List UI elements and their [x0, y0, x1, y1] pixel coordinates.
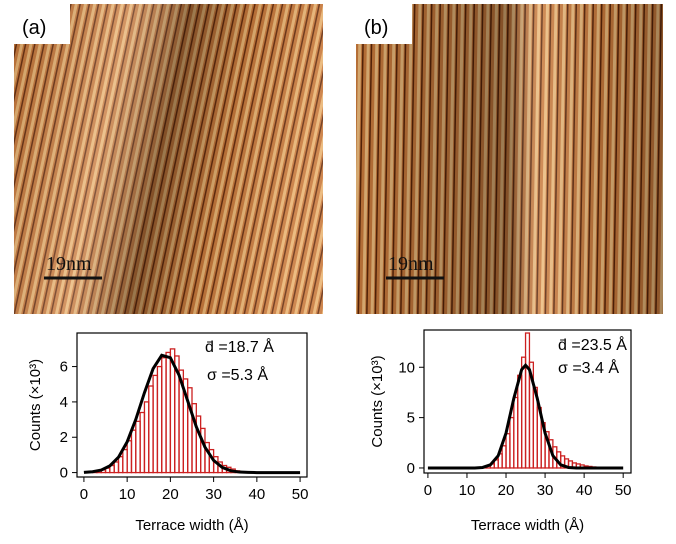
x-tick-label: 10 [459, 482, 476, 499]
panel-label: (a) [22, 17, 46, 39]
x-tick-label: 30 [537, 482, 554, 499]
x-tick-label: 10 [119, 486, 136, 503]
x-axis-label: Terrace width (Å) [135, 517, 248, 534]
x-tick-label: 50 [292, 486, 309, 503]
x-tick-label: 40 [249, 486, 266, 503]
x-tick-label: 30 [205, 486, 222, 503]
plot-frame [76, 332, 308, 478]
y-tick-label: 10 [398, 359, 415, 376]
x-tick-label: 40 [576, 482, 593, 499]
y-tick-label: 2 [60, 429, 68, 446]
x-tick-label: 0 [80, 486, 88, 503]
stm-image-a: (a) 19nm [14, 4, 323, 314]
annotation: d̄ =23.5 Å [558, 335, 627, 354]
y-tick-label: 0 [60, 465, 68, 482]
fit-curve [83, 353, 301, 475]
plot-frame [423, 329, 632, 474]
x-tick-label: 50 [615, 482, 632, 499]
y-tick-label: 4 [60, 394, 68, 411]
y-axis-label: Counts (×10³) [369, 355, 386, 447]
x-tick-label: 20 [498, 482, 515, 499]
stm-image-b: (b) 19nm [356, 4, 663, 314]
x-tick-label: 0 [424, 482, 432, 499]
y-tick-label: 6 [60, 359, 68, 376]
scale-bar-label: 19nm [46, 253, 92, 275]
annotation: σ =3.4 Å [558, 358, 619, 377]
panel-label: (b) [364, 17, 388, 39]
annotation: d̄ =18.7 Å [205, 337, 274, 356]
y-tick-label: 0 [407, 460, 415, 477]
x-axis-label: Terrace width (Å) [471, 517, 584, 534]
y-tick-label: 5 [407, 410, 415, 427]
x-tick-label: 20 [162, 486, 179, 503]
scale-bar-label: 19nm [388, 253, 434, 275]
annotation: σ =5.3 Å [207, 365, 268, 384]
y-axis-label: Counts (×10³) [27, 359, 44, 451]
fit-curve [427, 363, 624, 470]
